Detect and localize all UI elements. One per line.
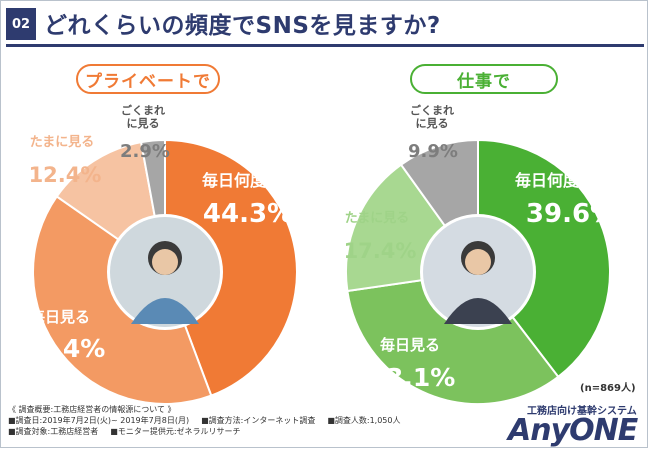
value-label-right-rare: 9.9% [408,141,458,162]
logo-tagline: 工務店向け基幹システム [527,406,637,417]
pie-slice-left-multiple-daily [164,138,298,397]
category-label-left-daily: 毎日見る [30,308,90,326]
category-label-right-rare-line2: に見る [416,117,449,130]
category-label-right-daily: 毎日見る [380,336,440,354]
sample-size-label: (n=869人) [580,383,636,394]
value-label-left-occasional: 12.4% [29,163,102,187]
notes-count: ■調査人数:1,050人 [327,416,401,425]
chart-title-work: 仕事で [410,64,558,94]
person-body-left [131,298,199,324]
pie-slice-right-multiple-daily [477,138,612,379]
category-label-left-occasional: たまに見る [30,135,95,150]
notes-method: ■調査方法:インターネット調査 [201,416,316,425]
notes-provider: ■モニター提供元:ゼネラルリサーチ [110,427,241,436]
question-number-badge: 02 [6,8,36,40]
notes-date: ■調査日:2019年7月2日(火)~ 2019年7月8日(月) [8,416,190,425]
page-title: どれくらいの頻度でSNSを見ますか? [44,13,441,39]
anyone-logo: AnyONE [508,413,638,448]
category-label-right-occasional: たまに見る [345,211,410,226]
value-label-left-multiple-daily: 44.3% [203,199,293,229]
value-label-left-rare: 2.9% [120,141,170,162]
value-label-left-daily: 40.4% [19,334,106,363]
person-face-left [152,249,178,275]
category-label-left-rare-line1: ごくまれ [121,103,165,117]
notes-target: ■調査対象:工務店経営者 [8,427,99,436]
person-face-right [465,249,491,275]
category-label-left-multiple-daily: 毎日何度も見る [202,171,314,190]
value-label-right-daily: 33.1% [369,363,456,392]
category-label-right-rare-line1: ごくまれ [410,103,454,117]
category-label-left-rare-line2: に見る [127,117,160,130]
value-label-right-occasional: 17.4% [344,239,417,263]
chart-title-private: プライベートで [76,64,220,94]
survey-notes: 《 調査概要:工務店経営者の情報源について 》 ■調査日:2019年7月2日(火… [8,404,488,437]
person-body-right [444,298,512,324]
pie-slice-right-daily [346,270,560,405]
category-label-right-multiple-daily: 毎日何度も見る [515,171,627,190]
header-divider [6,44,644,47]
notes-title: 《 調査概要:工務店経営者の情報源について 》 [8,405,176,414]
value-label-right-multiple-daily: 39.6% [526,199,616,229]
